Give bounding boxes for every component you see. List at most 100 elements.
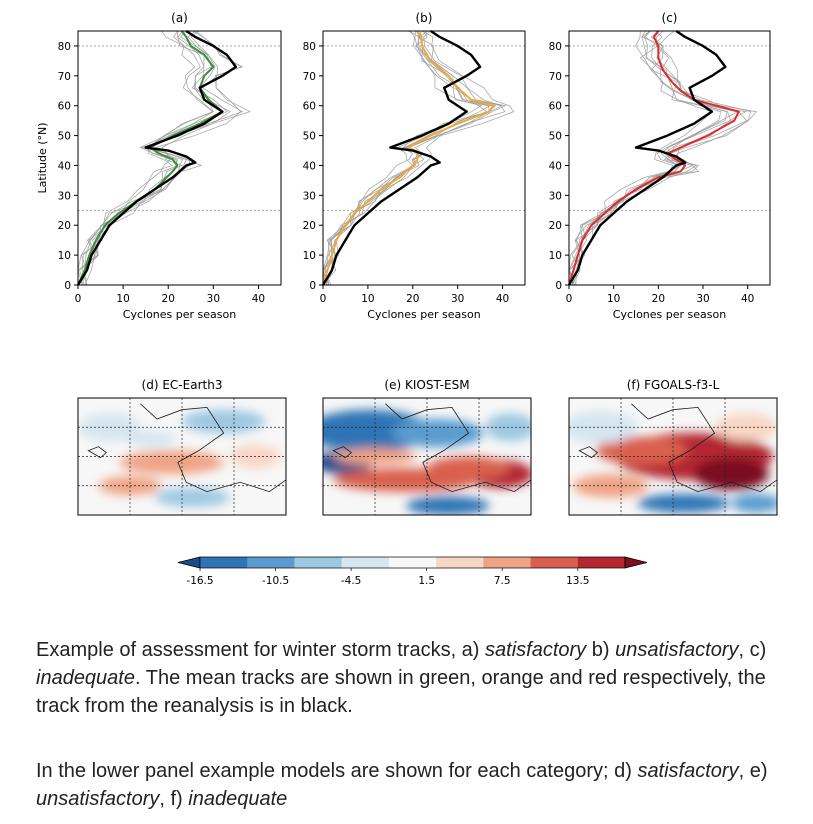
ensemble-member-line [77, 30, 252, 286]
colorbar: -16.5 -10.5 -4.5 1.5 7.5 13.5 [177, 556, 648, 587]
plot-frame [568, 30, 771, 286]
colorbar-tick-label: 13.5 [566, 575, 589, 587]
ensemble-member-line [569, 30, 713, 286]
map-panel: (f) FGOALS-f3-L [568, 378, 778, 516]
ensemble-member-line [322, 30, 492, 286]
ensemble-member-line [575, 30, 739, 286]
y-tick-label: 20 [58, 220, 71, 232]
model-mean-line [322, 30, 495, 286]
ensemble-member-line [568, 30, 758, 286]
line-panel: (a) 0 10 20 30 40 50 60 70 80 0 10 20 30 40 Cyclones pe… [36, 11, 282, 321]
y-tick-label: 10 [549, 250, 562, 262]
colorbar-bin [388, 557, 437, 568]
caption-text: b) [586, 639, 616, 661]
y-tick-label: 30 [58, 190, 71, 202]
model-mean-line [568, 30, 740, 286]
x-tick-label: 10 [607, 293, 620, 305]
caption-paragraph-2: In the lower panel example models are sh… [36, 757, 796, 813]
coastline [385, 403, 531, 493]
colorbar-tick-label: 7.5 [494, 575, 511, 587]
colorbar-tick-label: -16.5 [186, 575, 213, 587]
colorbar-bin [294, 557, 343, 568]
colorbar-extend-left [177, 556, 201, 569]
y-tick-label: 0 [309, 280, 316, 292]
ensemble-member-line [79, 30, 228, 286]
coastline [87, 446, 108, 459]
y-tick-label: 60 [303, 101, 316, 113]
reanalysis-line [567, 30, 727, 286]
x-tick-label: 10 [361, 293, 374, 305]
colorbar-bin [341, 557, 390, 568]
x-tick-label: 20 [652, 293, 665, 305]
x-tick-label: 30 [207, 293, 220, 305]
x-tick-label: 40 [741, 293, 754, 305]
line-panel: (c) 0 10 20 30 40 50 60 70 80 0 10 20 30 40 Cyclones pe… [549, 11, 771, 321]
colorbar-bin [577, 557, 626, 568]
anomaly-region [182, 409, 266, 434]
colorbar-tick-label: -4.5 [341, 575, 362, 587]
ensemble-member-line [571, 30, 728, 286]
panel-label: (c) [662, 11, 678, 25]
y-tick-label: 60 [58, 101, 71, 113]
caption-text: , c) [738, 639, 767, 661]
map-frame [77, 397, 287, 516]
figure-canvas: (a) 0 10 20 30 40 50 60 70 80 0 10 20 30 40 Cyclones pe… [36, 11, 778, 587]
model-mean-line [77, 30, 224, 286]
y-tick-label: 40 [58, 160, 71, 172]
x-tick-label: 40 [496, 293, 509, 305]
map-field [78, 398, 286, 515]
x-tick-label: 30 [451, 293, 464, 305]
coastline [332, 446, 353, 459]
caption-emphasis: satisfactory [485, 639, 587, 661]
y-tick-label: 40 [549, 160, 562, 172]
caption-emphasis: satisfactory [637, 760, 739, 782]
y-tick-label: 20 [303, 220, 316, 232]
anomaly-region [154, 488, 230, 507]
ensemble-member-line [84, 30, 243, 286]
y-tick-label: 60 [549, 101, 562, 113]
map-frame [568, 397, 778, 516]
anomaly-region [637, 493, 730, 513]
ensemble-member-line [568, 30, 732, 286]
y-axis-label: Latitude (°N) [36, 122, 49, 193]
x-axis-label: Cyclones per season [367, 308, 480, 321]
reanalysis-line [321, 30, 482, 286]
x-tick-label: 10 [116, 293, 129, 305]
x-tick-label: 20 [406, 293, 419, 305]
colorbar-bin [483, 557, 532, 568]
caption-paragraph-1: Example of assessment for winter storm t… [36, 636, 796, 720]
ensemble-member-line [81, 30, 225, 286]
colorbar-bin [247, 557, 295, 568]
ensemble-member-line [77, 30, 214, 286]
map-anomaly-field [323, 409, 531, 515]
colorbar-tick-label: 1.5 [418, 575, 435, 587]
coastline [631, 403, 777, 493]
map-panels: (d) EC-Earth3 (e) KIOST-ESM (f) FGOALS-f3-… [77, 378, 778, 516]
map-title: (d) EC-Earth3 [142, 378, 223, 392]
caption-emphasis: unsatisfactory [615, 639, 739, 661]
colorbar-bin [436, 557, 484, 568]
colorbar-bin [200, 557, 248, 568]
ensemble-member-line [568, 30, 722, 286]
map-title: (f) FGOALS-f3-L [627, 378, 720, 392]
panel-label: (a) [171, 11, 188, 25]
x-tick-label: 0 [75, 293, 82, 305]
caption-text: In the lower panel example models are sh… [36, 760, 638, 782]
map-field [323, 398, 531, 515]
ensemble-member-line [326, 30, 483, 286]
y-tick-label: 50 [303, 131, 316, 143]
x-tick-label: 0 [320, 293, 327, 305]
anomaly-region [333, 468, 480, 492]
y-tick-label: 30 [549, 190, 562, 202]
coastline [578, 446, 599, 459]
y-tick-label: 20 [549, 220, 562, 232]
anomaly-region [693, 457, 769, 491]
anomaly-region [119, 450, 224, 475]
y-tick-label: 10 [303, 250, 316, 262]
ensemble-member-line [325, 30, 515, 286]
y-tick-label: 80 [549, 41, 562, 53]
anomaly-region [596, 436, 688, 465]
anomaly-region [569, 410, 638, 444]
anomaly-region [78, 413, 141, 442]
colorbar-bin [530, 557, 579, 568]
